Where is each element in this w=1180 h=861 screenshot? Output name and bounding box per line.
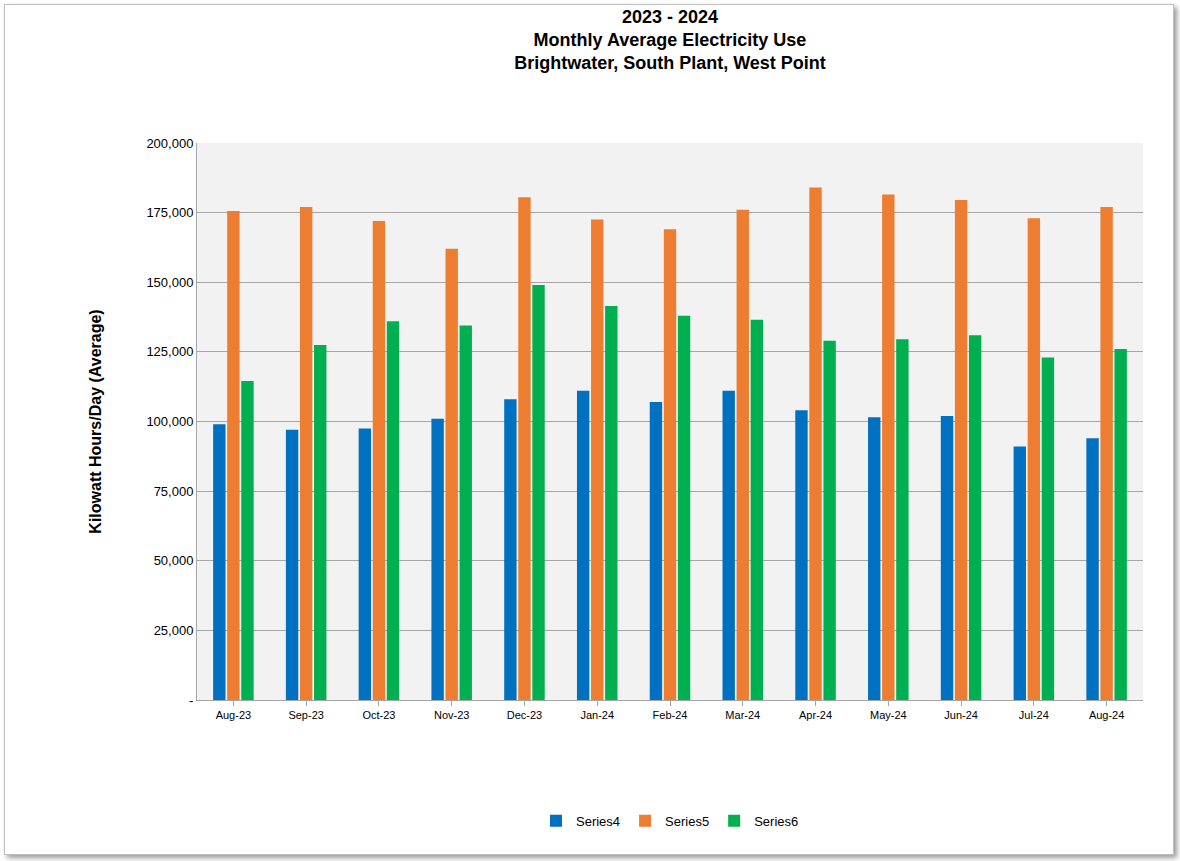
svg-text:25,000: 25,000	[154, 623, 194, 638]
svg-text:200,000: 200,000	[146, 136, 193, 151]
svg-text:75,000: 75,000	[154, 484, 194, 499]
svg-text:Feb-24: Feb-24	[653, 709, 688, 721]
svg-text:Jun-24: Jun-24	[944, 709, 978, 721]
svg-text:150,000: 150,000	[146, 275, 193, 290]
svg-text:Nov-23: Nov-23	[434, 709, 469, 721]
svg-text:100,000: 100,000	[146, 414, 193, 429]
svg-text:Oct-23: Oct-23	[362, 709, 395, 721]
svg-text:-: -	[189, 693, 193, 708]
svg-text:Series6: Series6	[754, 814, 798, 829]
svg-text:Apr-24: Apr-24	[799, 709, 832, 721]
svg-text:Dec-23: Dec-23	[507, 709, 542, 721]
svg-text:Jul-24: Jul-24	[1019, 709, 1049, 721]
svg-text:Aug-24: Aug-24	[1089, 709, 1124, 721]
svg-text:Kilowatt Hours/Day (Average): Kilowatt Hours/Day (Average)	[87, 309, 104, 533]
svg-text:May-24: May-24	[870, 709, 907, 721]
svg-text:Jan-24: Jan-24	[580, 709, 614, 721]
svg-text:50,000: 50,000	[154, 553, 194, 568]
svg-text:Sep-23: Sep-23	[288, 709, 323, 721]
svg-text:2023 - 2024Monthly Average Ele: 2023 - 2024Monthly Average Electricity U…	[514, 7, 826, 74]
svg-text:Series4: Series4	[576, 814, 620, 829]
svg-text:Aug-23: Aug-23	[216, 709, 251, 721]
svg-text:175,000: 175,000	[146, 205, 193, 220]
svg-text:125,000: 125,000	[146, 344, 193, 359]
svg-text:Mar-24: Mar-24	[725, 709, 760, 721]
svg-text:Series5: Series5	[665, 814, 709, 829]
